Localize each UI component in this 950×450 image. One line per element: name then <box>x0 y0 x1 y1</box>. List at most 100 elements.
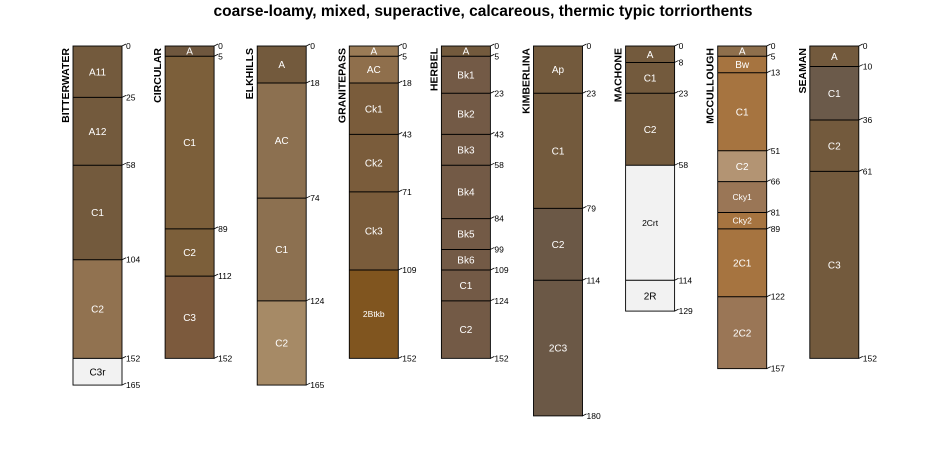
depth-label: 104 <box>126 255 140 265</box>
depth-label: 43 <box>402 129 412 139</box>
horizon-label: Ap <box>552 65 565 76</box>
horizon-label: C3r <box>89 367 106 378</box>
depth-label: 0 <box>863 41 868 51</box>
depth-tick <box>766 210 771 213</box>
horizon-2crt <box>625 165 675 281</box>
horizon-label: 2Btkb <box>363 309 385 319</box>
profile-outline <box>164 45 215 359</box>
horizon-bk3 <box>441 134 491 166</box>
horizon-label: C1 <box>736 107 749 118</box>
depth-tick <box>121 356 127 359</box>
depth-tick <box>490 132 495 135</box>
depth-tick <box>766 43 771 47</box>
depth-label: 5 <box>402 51 407 61</box>
horizon-label: C2 <box>183 248 196 259</box>
horizon-label: C3 <box>183 313 196 324</box>
horizon-a <box>257 46 307 83</box>
depth-tick <box>582 277 587 281</box>
horizon-c1 <box>441 269 491 301</box>
depth-tick <box>121 95 127 98</box>
depth-tick <box>306 80 311 84</box>
depth-tick <box>582 90 587 94</box>
depth-tick <box>398 80 403 84</box>
horizon-a <box>349 46 399 57</box>
profile-outline <box>625 45 676 312</box>
depth-tick <box>858 64 863 67</box>
horizon-label: 2C2 <box>733 328 752 339</box>
depth-tick <box>121 257 127 261</box>
horizon-ac <box>349 56 399 83</box>
profile-machone: MACHONE A C1 C2 2Crt 2R 0 8 23 58 114 129 <box>613 41 693 316</box>
depth-tick <box>213 273 219 277</box>
depth-tick <box>121 382 127 386</box>
horizon-c2 <box>257 300 307 386</box>
depth-tick <box>674 277 679 281</box>
profile-name: MCCULLOUGH <box>705 48 717 124</box>
depth-tick <box>398 132 403 135</box>
depth-label: 152 <box>402 353 416 363</box>
depth-tick <box>490 53 495 57</box>
horizon-label: C1 <box>183 138 196 149</box>
profile-outline <box>348 45 399 359</box>
profile-outline <box>533 45 583 417</box>
profile-name: GRANITEPASS <box>336 48 348 123</box>
profile-outline <box>440 45 491 359</box>
depth-label: 10 <box>863 62 873 72</box>
horizon-label: Bk1 <box>457 70 475 81</box>
depth-tick <box>858 168 863 172</box>
depth-label: 124 <box>494 296 508 306</box>
horizon-ck3 <box>349 191 399 270</box>
horizon-label: C2 <box>460 325 473 336</box>
depth-tick <box>582 43 587 47</box>
depth-tick <box>858 356 863 359</box>
horizon-c2 <box>533 208 583 281</box>
depth-label: 0 <box>218 41 223 51</box>
depth-tick <box>490 43 495 47</box>
horizon-label: C1 <box>644 73 657 84</box>
horizon-label: Cky1 <box>733 192 753 202</box>
depth-label: 157 <box>771 364 785 374</box>
horizon-label: Bk6 <box>457 255 475 266</box>
depth-label: 0 <box>310 41 315 51</box>
depth-tick <box>766 226 771 230</box>
horizon-label: A <box>647 50 654 61</box>
horizon-label: AC <box>275 136 289 147</box>
horizon-label: A <box>739 47 746 58</box>
horizon-bk1 <box>441 56 491 94</box>
profile-name: KIMBERLINA <box>521 48 533 114</box>
depth-label: 112 <box>218 271 232 281</box>
horizon-label: Ck3 <box>365 227 383 238</box>
horizon-2c2 <box>717 296 767 369</box>
depth-label: 23 <box>679 88 689 98</box>
depth-tick <box>674 308 679 312</box>
horizon-a <box>165 46 215 57</box>
horizon-c2 <box>809 119 859 172</box>
depth-tick <box>582 413 587 417</box>
profile-outline <box>809 45 860 359</box>
depth-label: 109 <box>402 265 416 275</box>
depth-label: 89 <box>771 224 781 234</box>
horizon-label: Cky2 <box>733 216 753 226</box>
horizon-c1 <box>809 66 859 120</box>
depth-tick <box>490 247 495 250</box>
profile-name: MACHONE <box>613 48 625 102</box>
horizon-label: 2Crt <box>642 218 659 228</box>
depth-label: 180 <box>587 411 601 421</box>
horizon-label: A <box>370 47 377 58</box>
depth-label: 74 <box>310 193 320 203</box>
depth-label: 0 <box>402 41 407 51</box>
horizon-c1 <box>165 56 215 229</box>
depth-tick <box>490 267 495 271</box>
profile-herbel: HERBEL A Bk1 Bk2 Bk3 Bk4 Bk5 Bk6 C1 C2 05 23 43 58 84 9… <box>428 41 508 363</box>
horizon-label: 2C3 <box>549 344 568 355</box>
profiles-layer: BITTERWATER A11A12C1C2C3r02558104152165CI… <box>60 41 877 421</box>
horizon-label: Ck2 <box>365 159 383 170</box>
horizon-c2 <box>165 228 215 277</box>
horizon-c2 <box>717 150 767 182</box>
horizon-label: C1 <box>460 281 473 292</box>
horizon-label: A <box>831 52 838 63</box>
depth-tick <box>766 366 771 369</box>
horizon-bk5 <box>441 218 491 250</box>
figure-title: coarse-loamy, mixed, superactive, calcar… <box>214 3 753 20</box>
depth-tick <box>490 356 495 359</box>
